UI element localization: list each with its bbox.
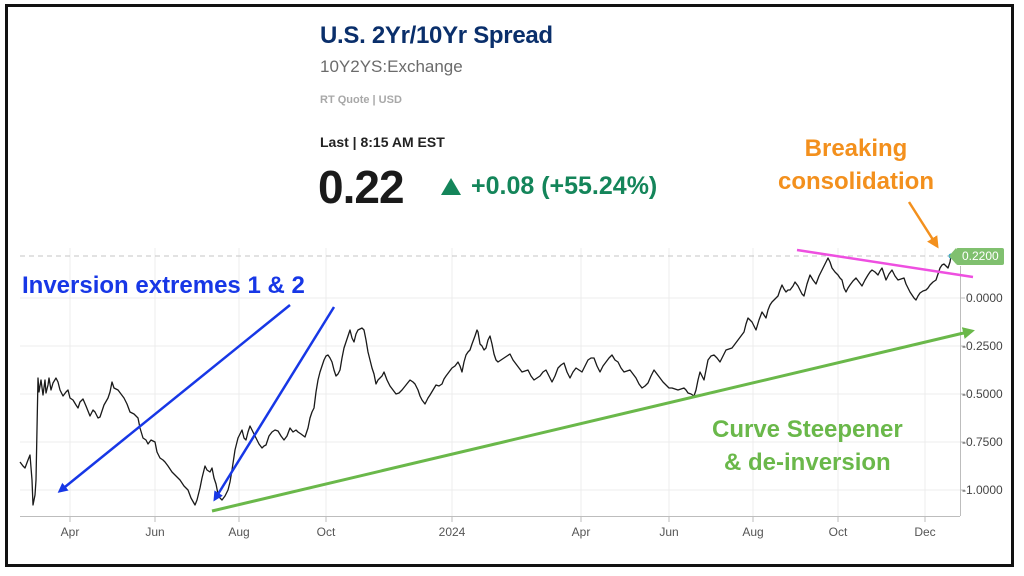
last-price: 0.22 xyxy=(318,161,405,213)
consolidation-trendline xyxy=(796,248,974,279)
steepener-annotation-line1: Curve Steepener xyxy=(712,416,903,443)
x-tick-label: Aug xyxy=(228,525,249,539)
inversion-annotation: Inversion extremes 1 & 2 xyxy=(22,272,305,299)
y-tick-label: 0.0000 xyxy=(966,291,1003,305)
x-tick-label: 2024 xyxy=(439,525,466,539)
breaking-annotation-line2: consolidation xyxy=(778,168,934,195)
x-tick-label: Apr xyxy=(572,525,591,539)
quote-type: RT Quote | USD xyxy=(320,94,402,106)
steepener-annotation-line2: & de-inversion xyxy=(724,449,891,476)
price-change: +0.08 (+55.24%) xyxy=(441,172,657,201)
breaking-annotation: Breaking consolidation xyxy=(778,132,934,198)
x-tick-label: Jun xyxy=(659,525,678,539)
inversion-arrow-1 xyxy=(57,304,291,493)
change-value: +0.08 (+55.24%) xyxy=(471,172,658,200)
page-title: U.S. 2Yr/10Yr Spread xyxy=(320,22,553,49)
breaking-arrow xyxy=(907,201,939,249)
x-tick-label: Apr xyxy=(61,525,80,539)
y-tick-label: -0.5000 xyxy=(962,387,1003,401)
y-tick-label: -1.0000 xyxy=(962,483,1003,497)
x-tick-label: Dec xyxy=(914,525,935,539)
grid xyxy=(20,248,960,516)
last-price-badge: 0.2200 xyxy=(949,248,1004,265)
spread-line xyxy=(19,255,952,506)
x-ticks xyxy=(69,516,926,522)
y-tick-label: -0.2500 xyxy=(962,339,1003,353)
ticker-symbol: 10Y2YS:Exchange xyxy=(320,57,463,76)
steepener-annotation: Curve Steepener & de-inversion xyxy=(712,413,903,479)
steepener-arrow xyxy=(211,327,975,513)
up-triangle-icon xyxy=(441,178,461,195)
x-tick-label: Oct xyxy=(317,525,336,539)
inversion-arrow-2 xyxy=(213,306,336,502)
y-tick-label: -0.7500 xyxy=(962,435,1003,449)
breaking-annotation-line1: Breaking xyxy=(804,135,908,162)
y-ticks xyxy=(960,297,965,491)
x-tick-label: Aug xyxy=(742,525,763,539)
last-timestamp: Last | 8:15 AM EST xyxy=(320,134,445,150)
x-tick-label: Jun xyxy=(145,525,164,539)
x-tick-label: Oct xyxy=(829,525,848,539)
